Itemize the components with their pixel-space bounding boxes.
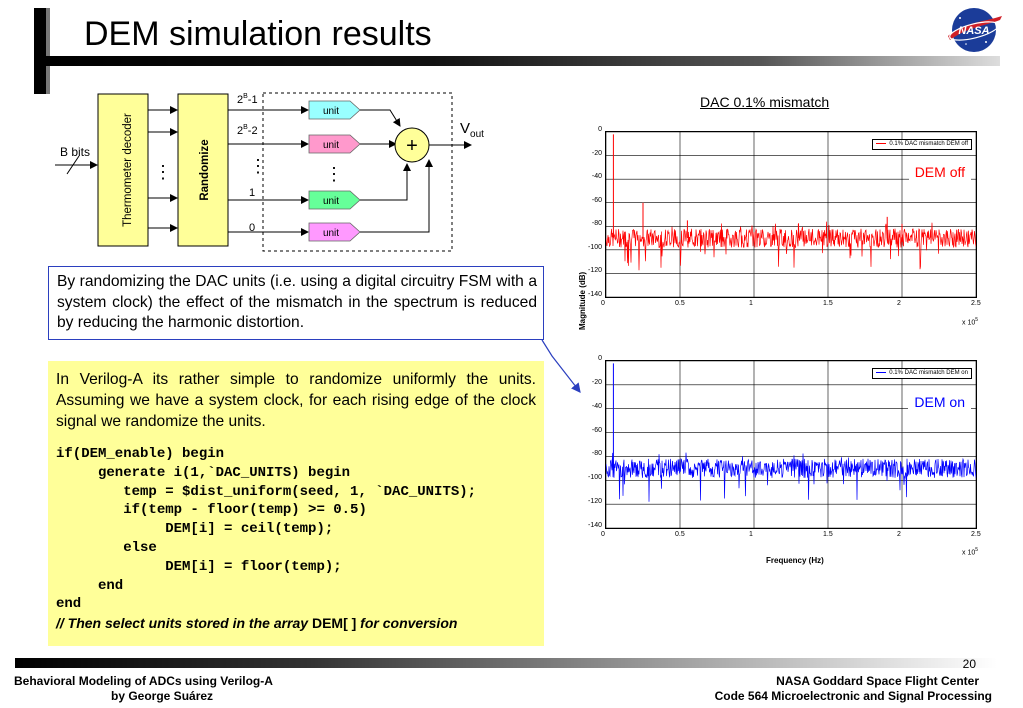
y-tick-label: 0	[598, 355, 602, 362]
x-tick-label: 1	[749, 300, 753, 307]
annotation-dem-off: DEM off	[908, 164, 971, 180]
code-line: else	[56, 539, 157, 556]
randomize-label: Randomize	[199, 139, 211, 200]
x-tick-label: 2.5	[971, 531, 981, 538]
code-comment: // Then select units stored in the array…	[56, 615, 458, 632]
unit-cell-4: unit	[308, 222, 361, 242]
x-multiplier-bottom: x 105	[962, 547, 979, 557]
summing-plus: +	[406, 135, 418, 157]
y-tick-label: -100	[587, 243, 602, 251]
diagram-dots-2: ⋮	[249, 156, 267, 176]
randomize-block	[177, 93, 229, 247]
page-number: 20	[962, 657, 976, 671]
unit-cell-1: unit	[308, 100, 361, 120]
verilog-intro-text: In Verilog-A its rather simple to random…	[56, 371, 536, 430]
code-line: if(DEM_enable) begin	[56, 446, 225, 462]
code-line: end	[56, 596, 82, 613]
x-tick-label: 0	[601, 531, 605, 538]
unit-cell-2: unit	[308, 134, 361, 154]
y-tick-label: -40	[591, 173, 602, 181]
annotation-dem-on: DEM on	[908, 394, 971, 410]
thermometer-decoder-label: Thermometer decoder	[122, 113, 134, 227]
y-tick-label: -120	[587, 498, 602, 506]
x-tick-label: 2	[897, 300, 901, 307]
x-tick-label: 2	[897, 531, 901, 538]
explanation-box: By randomizing the DAC units (i.e. using…	[48, 266, 544, 340]
y-tick-label: -20	[591, 378, 602, 386]
y-tick-label: -140	[587, 291, 602, 298]
level-label-second: 2B-2	[237, 124, 258, 137]
code-line: temp = $dist_uniform(seed, 1, `DAC_UNITS…	[56, 483, 477, 500]
y-tick-label: -100	[587, 474, 602, 482]
y-tick-label: -20	[591, 149, 602, 157]
diagram-dots-1: ⋮	[154, 162, 172, 182]
y-tick-label: -80	[591, 220, 602, 228]
page-title: DEM simulation results	[84, 15, 432, 53]
level-label-zero: 0	[249, 222, 255, 234]
legend-dem-on: 0.1% DAC mismatch DEM on	[872, 368, 972, 379]
vout-label: Vout	[460, 120, 484, 140]
x-tick-label: 1	[749, 531, 753, 538]
chart-xlabel: Frequency (Hz)	[766, 556, 824, 565]
legend-dem-off: 0.1% DAC mismatch DEM off	[872, 139, 972, 150]
y-tick-label: 0	[598, 126, 602, 133]
y-tick-label: -80	[591, 450, 602, 458]
y-tick-label: -60	[591, 196, 602, 204]
nasa-logo-text: NASA	[958, 25, 989, 37]
level-label-top: 2B-1	[237, 93, 258, 106]
series-trace	[606, 452, 976, 502]
plot-dem-on: 0.1% DAC mismatch DEM on DEM on	[605, 360, 977, 529]
footer-left-line2: by George Suárez	[111, 689, 214, 703]
diagram-dots-3: ⋮	[325, 164, 343, 184]
x-multiplier-top: x 105	[962, 317, 979, 327]
x-tick-label: 0.5	[675, 531, 685, 538]
x-tick-label: 0	[601, 300, 605, 307]
thermometer-decoder-block	[97, 93, 149, 247]
footer-right-line1: NASA Goddard Space Flight Center	[776, 674, 979, 688]
chart-ylabel: Magnitude (dB)	[578, 271, 587, 330]
plot-dem-off: 0.1% DAC mismatch DEM off DEM off	[605, 131, 977, 298]
code-line: generate i(1,`DAC_UNITS) begin	[56, 464, 351, 481]
svg-text:unit: unit	[323, 106, 339, 117]
code-line: DEM[i] = ceil(temp);	[56, 521, 334, 538]
unit-cell-3: unit	[308, 190, 361, 210]
verilog-box: In Verilog-A its rather simple to random…	[48, 361, 544, 646]
code-line: if(temp - floor(temp) >= 0.5)	[56, 502, 367, 519]
footer-left-line1: Behavioral Modeling of ADCs using Verilo…	[14, 674, 273, 688]
y-tick-label: -40	[591, 402, 602, 410]
header-rule	[46, 56, 1000, 66]
nasa-logo: NASA	[948, 8, 1002, 52]
callout-arrow	[541, 339, 581, 393]
b-bits-label: B bits	[60, 145, 90, 159]
plot-dem-off-svg	[606, 132, 976, 297]
explanation-text: By randomizing the DAC units (i.e. using…	[57, 273, 537, 331]
plot-dem-on-svg	[606, 361, 976, 528]
level-label-one: 1	[249, 187, 255, 199]
dem-block-diagram: B bits Thermometer decoder ⋮ Randomize 2…	[55, 92, 484, 252]
chart-heading: DAC 0.1% mismatch	[700, 94, 830, 110]
y-tick-label: -120	[587, 267, 602, 275]
header-bar-left-shade	[46, 8, 50, 94]
x-tick-label: 1.5	[823, 300, 833, 307]
footer-right-line2: Code 564 Microelectronic and Signal Proc…	[714, 689, 992, 703]
header-bar-left	[34, 8, 46, 94]
dac-units-region	[262, 92, 453, 252]
svg-text:unit: unit	[323, 140, 339, 151]
footer-rule	[15, 658, 997, 668]
series-trace	[606, 221, 976, 271]
svg-text:unit: unit	[323, 196, 339, 207]
code-line: DEM[i] = floor(temp);	[56, 558, 342, 575]
y-tick-label: -60	[591, 426, 602, 434]
code-line: end	[56, 577, 124, 594]
y-tick-label: -140	[587, 522, 602, 529]
x-tick-label: 0.5	[675, 300, 685, 307]
svg-text:unit: unit	[323, 228, 339, 239]
x-tick-label: 2.5	[971, 300, 981, 307]
x-tick-label: 1.5	[823, 531, 833, 538]
